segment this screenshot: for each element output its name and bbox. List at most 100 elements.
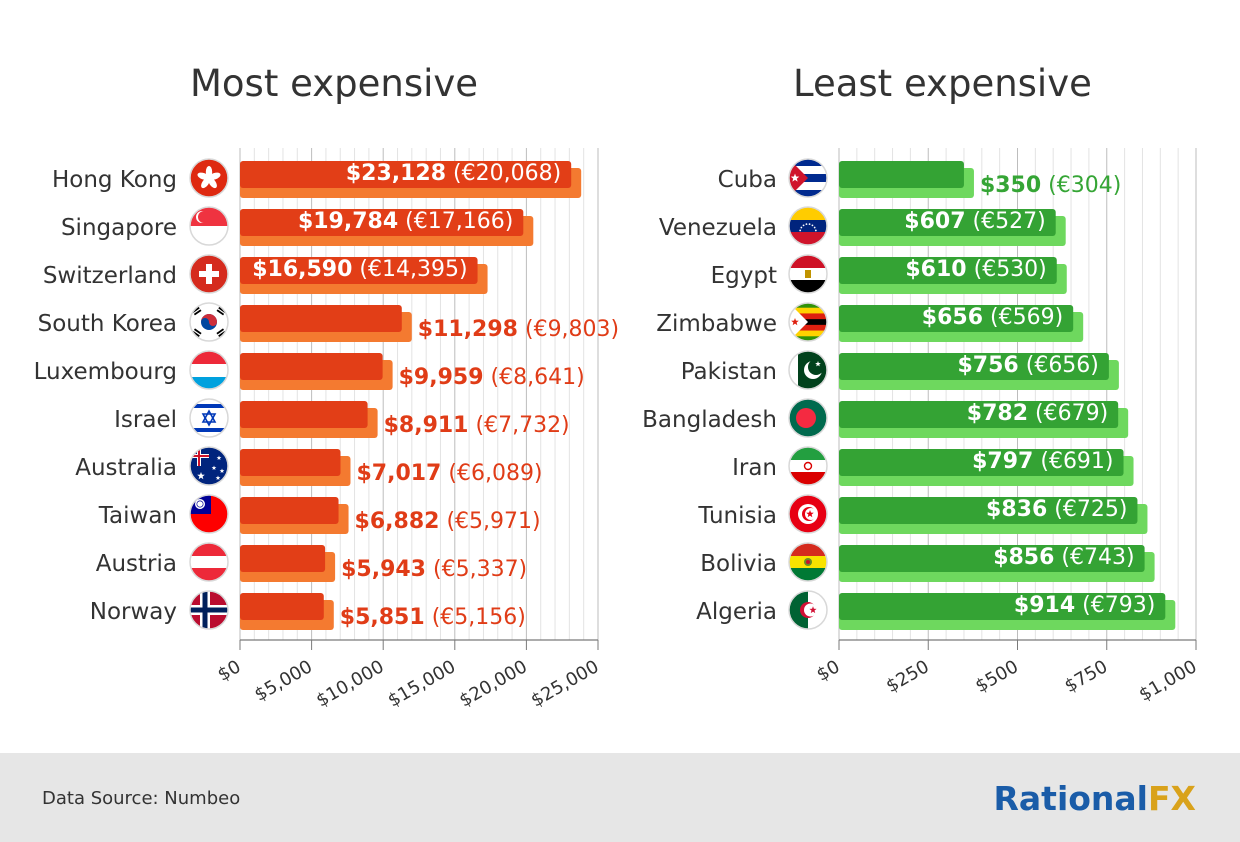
- usd-value-label: $656: [922, 305, 983, 330]
- data-label: $756 (€656): [958, 353, 1099, 378]
- data-label: $656 (€569): [922, 305, 1063, 330]
- venezuela-flag-icon: [788, 206, 828, 246]
- x-tick-label: $25,000: [528, 656, 603, 711]
- eur-value-label: (€9,803): [525, 317, 619, 342]
- bar: [839, 161, 964, 188]
- usd-value-label: $856: [993, 545, 1054, 570]
- usd-value-label: $23,128: [346, 161, 446, 186]
- eur-value-label: (€743): [1061, 545, 1134, 570]
- usd-value-label: $797: [972, 449, 1033, 474]
- austria-flag-icon: [189, 542, 229, 582]
- usd-value-label: $782: [967, 401, 1028, 426]
- x-tick-label: $5,000: [251, 656, 316, 706]
- category-label: Cuba: [718, 167, 777, 193]
- left-chart-title: Most expensive: [190, 62, 479, 105]
- bar: [839, 593, 1166, 620]
- bangladesh-flag-icon: [788, 398, 828, 438]
- usd-value-label: $5,851: [340, 605, 425, 630]
- data-source-label: Data Source: Numbeo: [42, 788, 241, 809]
- iran-flag-icon: [788, 446, 828, 486]
- bar: [240, 449, 341, 476]
- usd-value-label: $9,959: [399, 365, 484, 390]
- eur-value-label: (€6,089): [448, 461, 542, 486]
- eur-value-label: (€14,395): [359, 257, 467, 282]
- usd-value-label: $610: [905, 257, 966, 282]
- category-label: Tunisia: [697, 503, 777, 529]
- egypt-flag-icon: [788, 254, 828, 294]
- data-label: $5,851 (€5,156): [340, 605, 526, 630]
- eur-value-label: (€20,068): [453, 161, 561, 186]
- south-korea-flag-icon: [189, 302, 229, 342]
- most-expensive-chart: $0 $5,000$10,000$15,000$20,000$25,000 Hong…: [34, 148, 619, 712]
- eur-value-label: (€793): [1082, 593, 1155, 618]
- usd-value-label: $350: [980, 173, 1041, 198]
- usd-value-label: $16,590: [252, 257, 352, 282]
- data-label: $914 (€793): [1014, 593, 1155, 618]
- footer: Data Source: Numbeo RationalFX: [0, 753, 1240, 842]
- usd-value-label: $11,298: [418, 317, 518, 342]
- bar: [240, 497, 339, 524]
- bar: [240, 209, 524, 236]
- usd-value-label: $8,911: [384, 413, 469, 438]
- category-label: Singapore: [61, 215, 177, 241]
- x-tick-label: $10,000: [313, 656, 388, 711]
- eur-value-label: (€679): [1035, 401, 1108, 426]
- eur-value-label: (€7,732): [476, 413, 570, 438]
- data-label: $11,298 (€9,803): [418, 317, 619, 342]
- eur-value-label: (€5,337): [433, 557, 527, 582]
- data-label: $836 (€725): [986, 497, 1127, 522]
- data-label: $607 (€527): [904, 209, 1045, 234]
- hong-kong-flag-icon: [189, 158, 229, 198]
- category-label: Austria: [96, 551, 177, 577]
- bar: [839, 545, 1145, 572]
- eur-value-label: (€17,166): [405, 209, 513, 234]
- bar: [839, 497, 1138, 524]
- data-label: $782 (€679): [967, 401, 1108, 426]
- singapore-flag-icon: [189, 206, 229, 246]
- category-label: Switzerland: [43, 263, 177, 289]
- usd-value-label: $836: [986, 497, 1047, 522]
- category-label: Venezuela: [659, 215, 777, 241]
- norway-flag-icon: [189, 590, 229, 630]
- x-tick-label: $500: [972, 656, 1022, 697]
- usd-value-label: $607: [904, 209, 965, 234]
- data-label: $16,590 (€14,395): [252, 257, 467, 282]
- data-label: $350 (€304): [980, 173, 1121, 198]
- data-label: $6,882 (€5,971): [355, 509, 541, 534]
- data-label: $5,943 (€5,337): [341, 557, 527, 582]
- eur-value-label: (€8,641): [491, 365, 585, 390]
- category-label: Bangladesh: [642, 407, 777, 433]
- x-tick-label: $0: [813, 656, 843, 686]
- bar: [240, 257, 478, 284]
- category-label: Iran: [732, 455, 777, 481]
- pakistan-flag-icon: [788, 350, 828, 390]
- category-label: South Korea: [38, 311, 177, 337]
- usd-value-label: $756: [958, 353, 1019, 378]
- bar: [839, 257, 1057, 284]
- category-label: Hong Kong: [52, 167, 177, 193]
- x-tick-label: $0: [214, 656, 244, 686]
- data-label: $610 (€530): [905, 257, 1046, 282]
- data-label: $7,017 (€6,089): [356, 461, 542, 486]
- eur-value-label: (€656): [1026, 353, 1099, 378]
- category-label: Algeria: [696, 599, 777, 625]
- right-chart-title: Least expensive: [793, 62, 1092, 105]
- bar: [240, 593, 324, 620]
- usd-value-label: $914: [1014, 593, 1075, 618]
- data-label: $23,128 (€20,068): [346, 161, 561, 186]
- category-label: Zimbabwe: [656, 311, 777, 337]
- data-label: $856 (€743): [993, 545, 1134, 570]
- switzerland-flag-icon: [189, 254, 229, 294]
- bar: [240, 305, 402, 332]
- least-expensive-chart: $0 $250 $500 $750 $1,000 Cuba $350 (€304) Venezu…: [642, 148, 1201, 706]
- bar: [839, 209, 1056, 236]
- rationalfx-logo: RationalFX: [993, 779, 1196, 818]
- usd-value-label: $7,017: [356, 461, 441, 486]
- x-tick-label: $15,000: [384, 656, 459, 711]
- bar: [839, 353, 1109, 380]
- zimbabwe-flag-icon: [788, 302, 828, 342]
- israel-flag-icon: [189, 398, 229, 438]
- charts-canvas: $0 $5,000$10,000$15,000$20,000$25,000Hong…: [34, 148, 1201, 712]
- bar: [240, 401, 368, 428]
- bar: [240, 353, 383, 380]
